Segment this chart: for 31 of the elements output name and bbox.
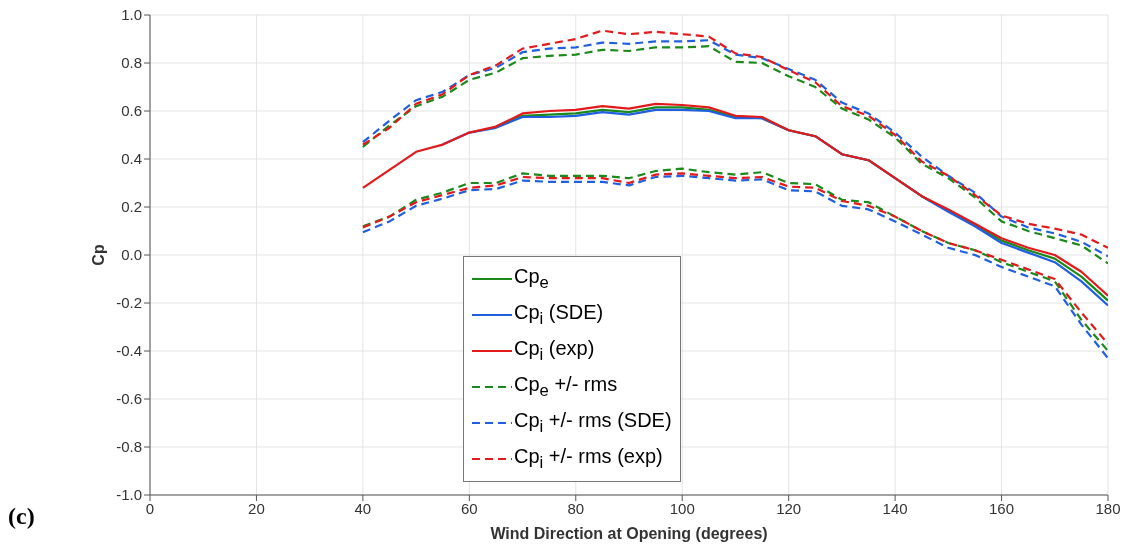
x-tick-label: 20	[248, 499, 265, 517]
line-series	[361, 102, 1108, 297]
x-tick-label: 40	[354, 499, 372, 517]
x-tick-label: 140	[882, 499, 908, 517]
y-tick-label: 0.2	[121, 198, 142, 216]
legend-label: Cp$_{e}$	[514, 265, 549, 293]
y-tick-label: -0.6	[116, 390, 142, 408]
y-axis-title: Cp	[89, 244, 107, 266]
legend-label: Cp$_{e}$ +/- rms	[514, 373, 618, 401]
x-tick-label: 160	[989, 499, 1015, 517]
y-tick-label: 1.0	[121, 6, 142, 24]
y-tick-label: 0.8	[121, 54, 142, 72]
legend-label: Cp$_{i}$ (exp)	[514, 337, 595, 365]
x-tick-label: 120	[776, 499, 802, 517]
x-tick-label: 100	[669, 499, 695, 517]
y-tick-label: 0.6	[121, 102, 142, 120]
text: (c)	[8, 503, 35, 530]
y-tick-label: -0.4	[116, 342, 142, 360]
y-tick-label: -1.0	[116, 486, 142, 504]
x-tick-label: 0	[145, 499, 155, 517]
y-tick-label: 0.0	[121, 246, 142, 264]
legend-label: Cp$_{i}$ +/- rms (exp)	[514, 445, 663, 473]
x-tick-label: 80	[567, 499, 585, 517]
x-tick-label: 180	[1095, 499, 1121, 517]
legend-label: Cp$_{i}$ +/- rms (SDE)	[514, 409, 672, 437]
y-tick-label: -0.2	[116, 294, 142, 312]
y-tick-label: 0.4	[121, 150, 142, 168]
x-axis-title: Wind Direction at Opening (degrees)	[490, 525, 768, 542]
x-tick-label: 60	[460, 499, 478, 517]
legend-label: Cp$_{i}$ (SDE)	[514, 301, 604, 329]
y-tick-label: -0.8	[116, 438, 142, 456]
